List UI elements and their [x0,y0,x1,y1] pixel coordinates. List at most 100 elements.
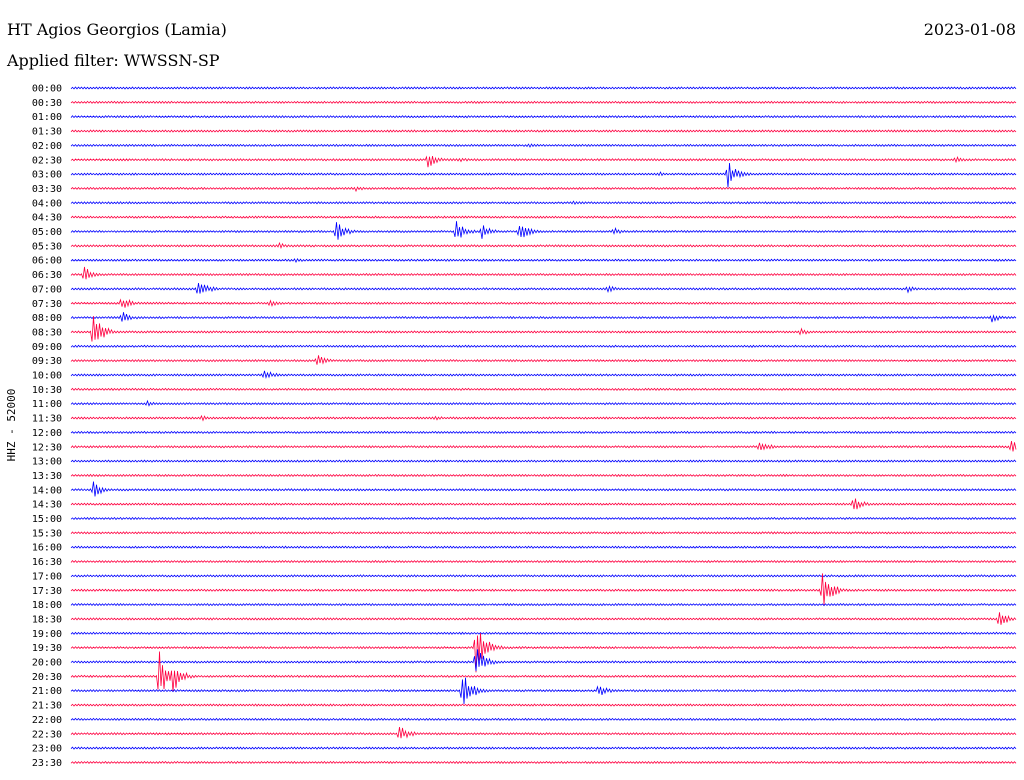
row-label: 08:30 [32,327,62,338]
row-label: 18:30 [32,614,62,625]
trace-line [70,200,1017,205]
row-label: 21:00 [32,686,62,697]
trace-line [70,473,1017,478]
trace-line [70,602,1017,607]
row-label: 03:00 [32,170,62,181]
row-label: 00:30 [32,98,62,109]
row-label: 15:00 [32,514,62,525]
trace-line [70,559,1017,564]
row-label: 05:00 [32,227,62,238]
row-label: 01:30 [32,127,62,138]
trace-line [70,258,1017,264]
row-label: 20:30 [32,672,62,683]
trace-line [70,266,1017,280]
row-label-group: 00:00 00:30 01:00 01:30 02:00 02:30 03:00 03:30… [32,84,62,769]
row-label: 21:30 [32,701,62,712]
trace-line [70,631,1017,635]
trace-line [70,316,1017,342]
row-label: 14:00 [32,485,62,496]
station-title: HT Agios Georgios (Lamia) [7,20,227,39]
trace-line [70,545,1017,549]
trace-line [70,155,1017,168]
trace-line [70,143,1017,148]
trace-line [70,703,1017,707]
trace-line [70,459,1017,463]
trace-line [70,498,1017,510]
trace-line [70,241,1017,249]
row-label: 18:00 [32,600,62,611]
row-label: 12:30 [32,442,62,453]
row-label: 02:00 [32,141,62,152]
trace-line [70,633,1017,673]
row-label: 10:00 [32,371,62,382]
trace-line [70,481,1017,497]
trace-line [70,651,1017,692]
trace-line [70,677,1017,704]
row-label: 13:30 [32,471,62,482]
row-label: 04:30 [32,213,62,224]
trace-line [70,717,1017,722]
row-label: 06:30 [32,270,62,281]
trace-line [70,298,1017,308]
trace-line [70,100,1017,104]
trace-line [70,399,1017,407]
row-label: 13:00 [32,457,62,468]
trace-line [70,312,1017,323]
row-label: 17:00 [32,571,62,582]
row-label: 19:30 [32,643,62,654]
row-label: 02:30 [32,155,62,166]
row-label: 09:00 [32,342,62,353]
row-label: 15:30 [32,528,62,539]
trace-line [70,516,1017,521]
trace-line [70,221,1017,240]
date-label: 2023-01-08 [923,20,1016,39]
row-label: 11:30 [32,414,62,425]
row-label: 20:00 [32,658,62,669]
row-label: 11:00 [32,399,62,410]
row-label: 16:30 [32,557,62,568]
trace-line [70,531,1017,535]
trace-line [70,86,1017,90]
trace-line [70,115,1017,119]
trace-line [70,414,1017,422]
trace-line [70,215,1017,219]
y-axis-label: HHZ - 52000 [5,389,18,462]
trace-line [70,344,1017,348]
trace-line [70,727,1017,739]
trace-line [70,355,1017,365]
row-label: 10:30 [32,385,62,396]
filter-label: Applied filter: WWSSN-SP [7,51,220,70]
row-label: 01:00 [32,112,62,123]
row-label: 05:30 [32,241,62,252]
row-label: 00:00 [32,84,62,95]
row-label: 14:30 [32,500,62,511]
row-label: 16:00 [32,543,62,554]
trace-line [70,186,1017,193]
row-label: 12:00 [32,428,62,439]
trace-line [70,163,1017,188]
trace-line [70,283,1017,294]
row-label: 07:00 [32,284,62,295]
row-label: 22:00 [32,715,62,726]
trace-line [70,746,1017,750]
trace-line [70,387,1017,391]
row-label: 08:00 [32,313,62,324]
row-label: 23:30 [32,758,62,769]
trace-line [70,612,1017,625]
trace-line [70,573,1017,606]
row-label: 07:30 [32,299,62,310]
trace-line [70,574,1017,578]
row-label: 09:30 [32,356,62,367]
row-label: 17:30 [32,586,62,597]
row-label: 23:00 [32,744,62,755]
trace-line [70,649,1017,672]
trace-line [70,760,1017,765]
row-label: 04:00 [32,198,62,209]
trace-group [70,86,1017,765]
trace-line [70,430,1017,435]
trace-line [70,370,1017,380]
row-label: 19:00 [32,629,62,640]
row-label: 06:00 [32,256,62,267]
row-label: 22:30 [32,729,62,740]
